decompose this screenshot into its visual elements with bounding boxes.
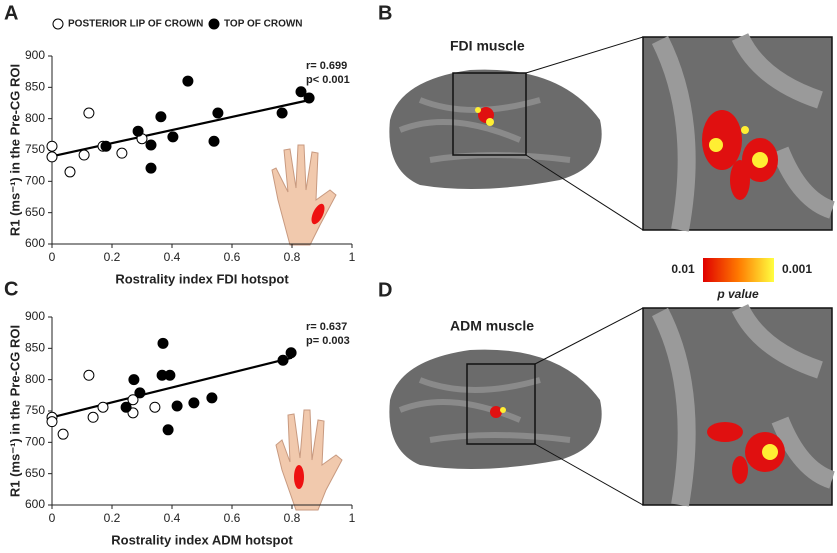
y-tick-label: 750 [25,403,45,417]
colorbar-high: 0.001 [782,262,812,276]
y-tick-label: 900 [25,48,45,62]
legend-label: POSTERIOR LIP OF CROWN [68,19,203,30]
x-tick-label: 0.8 [284,250,301,264]
legend-label: TOP OF CROWN [224,19,303,30]
x-tick-label: 1 [349,250,356,264]
legend-marker [208,18,220,30]
x-tick-label: 0.6 [224,511,241,525]
point [182,75,194,87]
point [46,416,58,428]
point [127,394,139,406]
x-tick-label: 0.2 [104,250,121,264]
legend-marker [52,18,64,30]
point [46,151,58,163]
annotation: p< 0.001 [306,74,350,86]
point [145,139,157,151]
point [157,337,169,349]
x-tick-label: 0.4 [164,250,181,264]
x-tick-label: 0.8 [284,511,301,525]
y-tick-label: 600 [25,236,45,250]
point [116,147,128,159]
point [167,131,179,143]
point [277,354,289,366]
point [206,392,218,404]
panel-label: C [4,278,18,300]
point [64,166,76,178]
point [285,347,297,359]
brain-image [389,32,836,232]
point [171,400,183,412]
panel-label: A [4,2,18,24]
y-tick-label: 700 [25,174,45,188]
x-tick-label: 0.4 [164,511,181,525]
x-axis-label: Rostrality index ADM hotspot [111,532,293,547]
point [120,401,132,413]
y-tick-label: 800 [25,372,45,386]
hand-icon [275,409,343,511]
point [83,369,95,381]
y-tick-label: 850 [25,80,45,94]
y-tick-label: 900 [25,309,45,323]
hand-icon [271,144,337,246]
panel-label: B [378,2,392,24]
y-tick-label: 600 [25,497,45,511]
x-tick-label: 1 [349,511,356,525]
colorbar [703,258,774,282]
point [128,374,140,386]
point [208,135,220,147]
y-tick-label: 650 [25,466,45,480]
annotation: r= 0.699 [306,60,347,72]
point [303,92,315,104]
point [46,140,58,152]
point [212,107,224,119]
x-tick-label: 0 [49,250,56,264]
point [188,397,200,409]
point [87,411,99,423]
point [145,162,157,174]
point [132,125,144,137]
y-tick-label: 750 [25,142,45,156]
panel-title: ADM muscle [450,318,534,334]
y-tick-label: 850 [25,341,45,355]
y-tick-label: 800 [25,111,45,125]
fit-line [51,356,293,419]
x-tick-label: 0 [49,511,56,525]
point [149,401,161,413]
x-tick-label: 0.6 [224,250,241,264]
panel-label: D [378,279,392,301]
colorbar-title: p value [716,287,759,301]
annotation: p= 0.003 [306,335,350,347]
point [155,111,167,123]
point [97,401,109,413]
y-axis-label: R1 (ms⁻¹) in the Pre-CG ROI [7,64,22,236]
point [276,107,288,119]
x-tick-label: 0.2 [104,511,121,525]
point [134,387,146,399]
point [83,107,95,119]
y-tick-label: 700 [25,435,45,449]
fit-line [51,98,314,158]
point [78,149,90,161]
y-tick-label: 650 [25,205,45,219]
colorbar-low: 0.01 [671,262,695,276]
point [100,140,112,152]
annotation: r= 0.637 [306,321,347,333]
point [295,86,307,98]
panel-title: FDI muscle [450,38,525,54]
point [162,424,174,436]
brain-image [389,303,836,507]
point [164,369,176,381]
y-axis-label: R1 (ms⁻¹) in the Pre-CG ROI [7,325,22,497]
x-axis-label: Rostrality index FDI hotspot [115,271,289,286]
point [57,428,69,440]
